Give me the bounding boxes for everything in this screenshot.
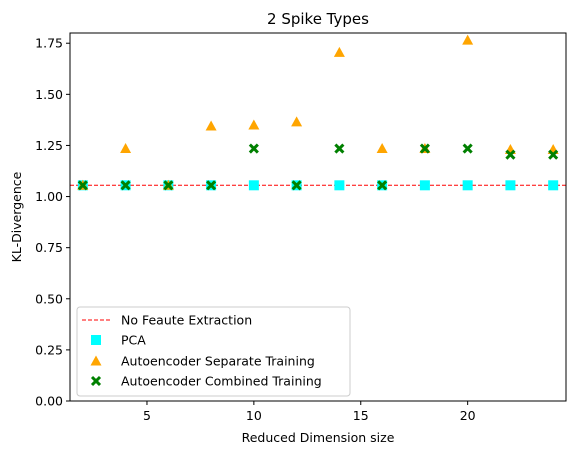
pca-point <box>248 180 259 191</box>
axes-frame <box>69 32 567 402</box>
autoencoder-combined-point <box>163 180 174 191</box>
axis-ticks: 5 10 15 20 0.00 0.25 0.50 0.75 1.00 1.25 1.50 1.75 <box>35 36 475 423</box>
legend-label: No Feaute Extraction <box>121 313 252 328</box>
pca-point <box>462 180 473 191</box>
autoencoder-separate-point <box>120 143 132 154</box>
legend: No Feaute Extraction PCA Autoencoder Separ… <box>76 306 351 397</box>
autoencoder-combined-point <box>206 180 217 191</box>
plot-area <box>70 34 566 191</box>
y-axis-label: KL-Divergence <box>9 171 24 262</box>
y-tick-label: 1.25 <box>35 138 63 153</box>
autoencoder-separate-point <box>376 143 388 154</box>
x-tick-label: 15 <box>353 408 369 423</box>
pca-point <box>334 180 345 191</box>
autoencoder-combined-point <box>248 143 259 154</box>
y-tick-label: 1.75 <box>35 36 63 51</box>
autoencoder-combined-point <box>377 180 388 191</box>
y-tick-label: 0.75 <box>35 240 63 255</box>
legend-box <box>76 306 351 397</box>
autoencoder-separate-point <box>333 46 345 57</box>
x-axis-label: Reduced Dimension size <box>242 430 395 445</box>
autoencoder-separate-point <box>205 120 217 131</box>
pca-point <box>505 180 516 191</box>
autoencoder-combined-point <box>505 149 516 160</box>
chart-title: 2 Spike Types <box>267 10 369 28</box>
pca-point <box>419 180 430 191</box>
pca-point <box>548 180 559 191</box>
autoencoder-separate-point <box>462 34 474 45</box>
x-tick-label: 5 <box>143 408 151 423</box>
series-2 <box>77 34 559 190</box>
y-tick-label: 1.00 <box>35 189 63 204</box>
legend-swatch <box>90 355 102 366</box>
autoencoder-combined-point <box>419 143 430 154</box>
autoencoder-separate-point <box>248 119 260 130</box>
series-3 <box>77 143 559 191</box>
x-tick-label: 20 <box>460 408 476 423</box>
legend-swatch <box>91 335 101 345</box>
autoencoder-combined-point <box>462 143 473 154</box>
y-tick-label: 0.00 <box>35 394 63 409</box>
y-tick-label: 1.50 <box>35 87 63 102</box>
legend-label: Autoencoder Separate Training <box>121 354 315 369</box>
autoencoder-combined-point <box>77 180 88 191</box>
x-tick-label: 10 <box>246 408 262 423</box>
autoencoder-separate-point <box>291 116 303 127</box>
autoencoder-combined-point <box>334 143 345 154</box>
autoencoder-combined-point <box>548 149 559 160</box>
legend-label: PCA <box>121 333 146 348</box>
legend-label: Autoencoder Combined Training <box>121 374 322 389</box>
y-tick-label: 0.50 <box>35 291 63 306</box>
autoencoder-combined-point <box>120 180 131 191</box>
legend-swatch <box>90 375 102 387</box>
y-tick-label: 0.25 <box>35 342 63 357</box>
autoencoder-combined-point <box>291 180 302 191</box>
